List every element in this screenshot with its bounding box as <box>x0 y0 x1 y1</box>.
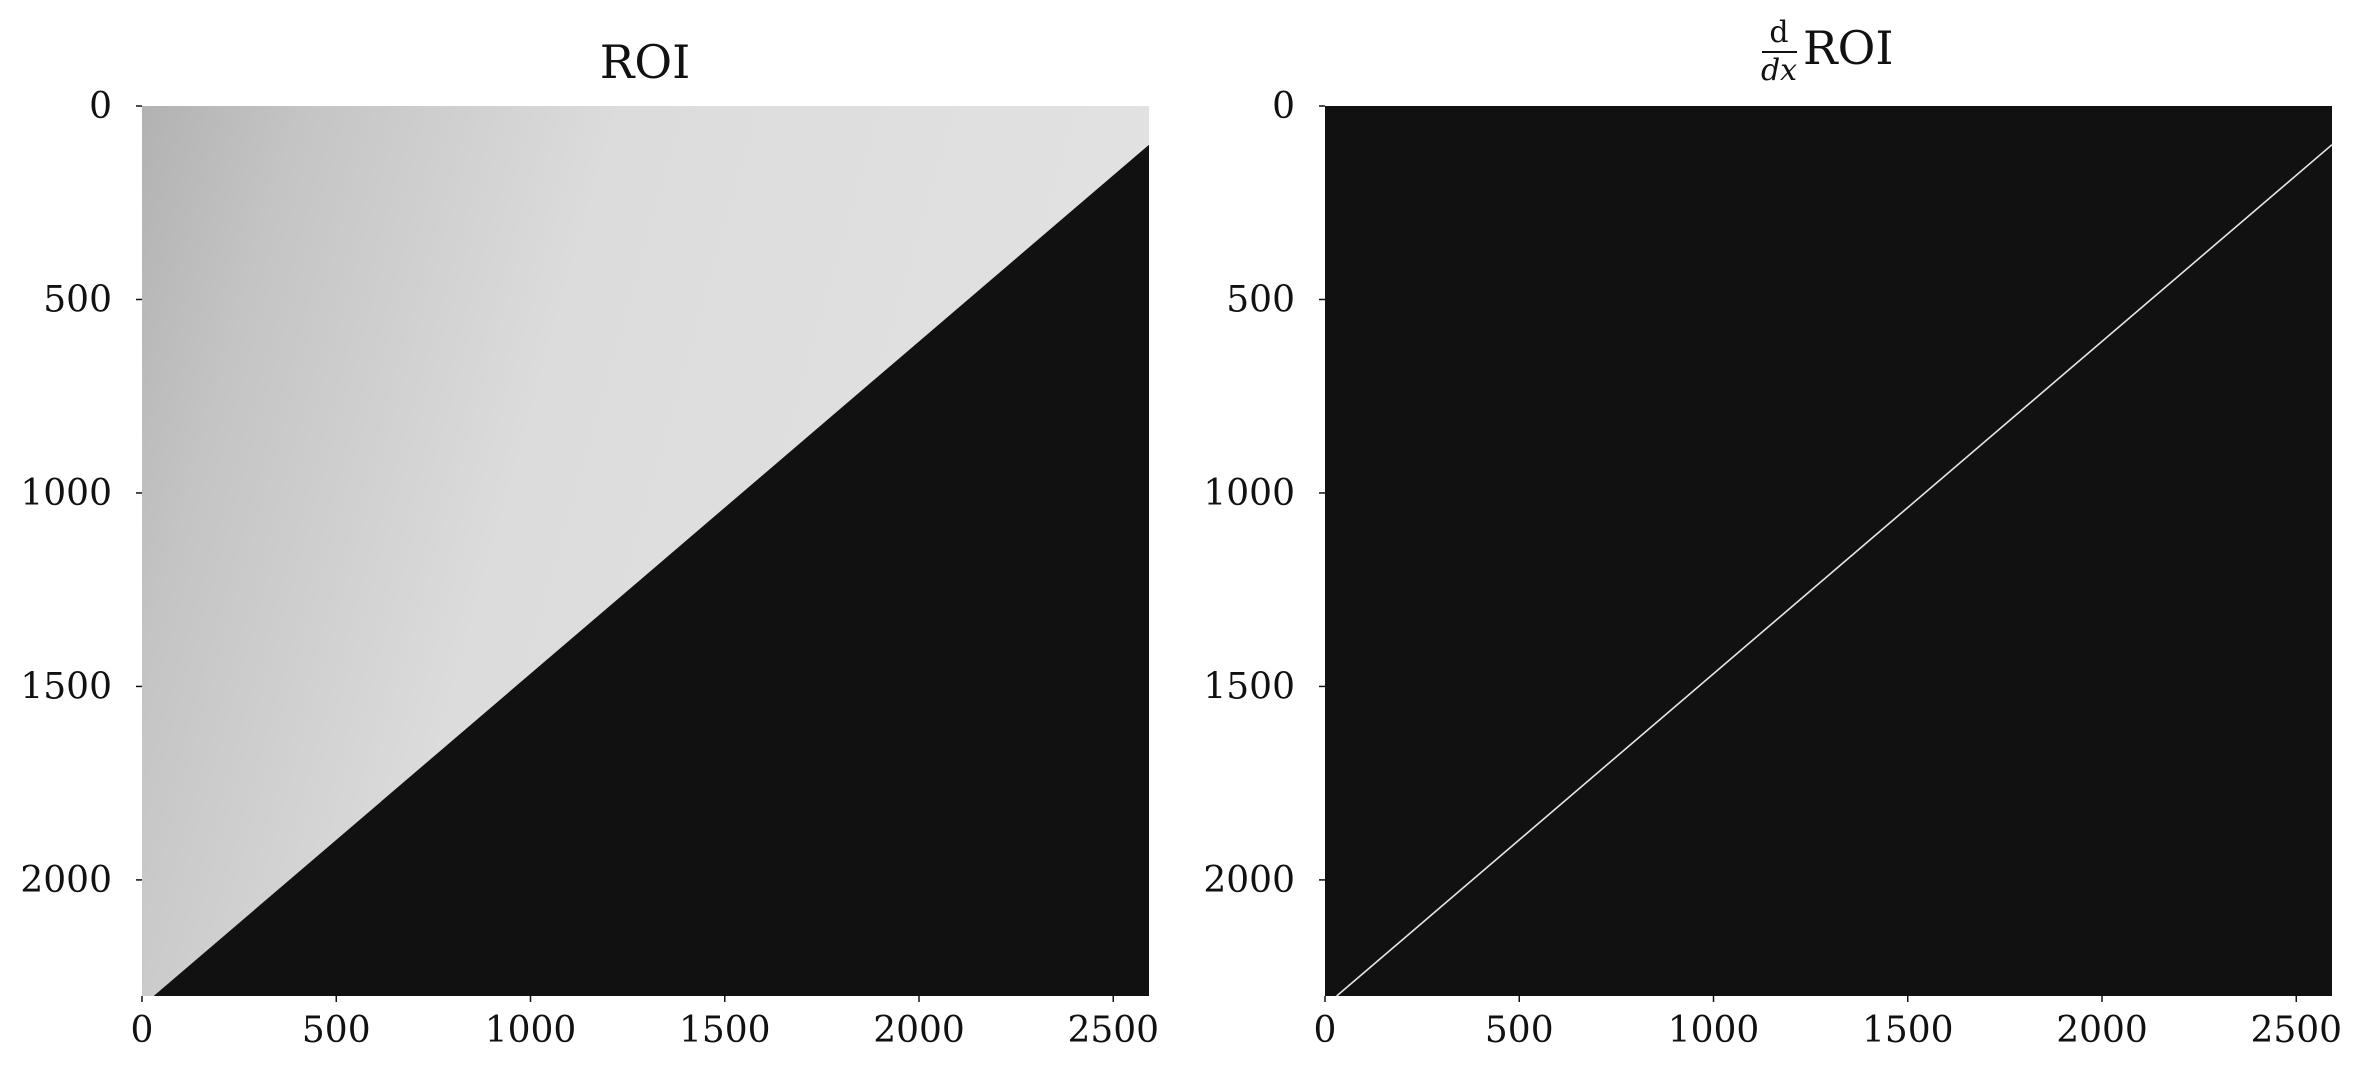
derivative-roi-y-tick-label: 500 <box>1226 279 1295 320</box>
roi-title: ROI <box>600 35 691 89</box>
derivative-suffix: ROI <box>1803 21 1894 75</box>
roi-x-tick-label: 0 <box>131 1010 154 1051</box>
roi-y-tick-label: 500 <box>43 279 112 320</box>
roi-x-tick-label: 1000 <box>485 1010 577 1051</box>
derivative-roi-y-tick-label: 0 <box>1272 86 1295 127</box>
derivative-edge-line <box>1336 144 2333 997</box>
roi-x-axis: 0 500 1000 1500 2000 2500 <box>131 996 1159 1051</box>
roi-bright-region <box>142 106 1149 996</box>
derivative-roi-x-tick-label: 0 <box>1314 1010 1337 1051</box>
derivative-roi-y-tick-label: 1500 <box>1203 666 1295 707</box>
roi-x-tick-label: 1500 <box>679 1010 771 1051</box>
derivative-roi-panel: d dx ROI 0 500 1000 1500 2000 2500 0 500 1000 15… <box>1203 15 2342 1051</box>
roi-y-tick-label: 1000 <box>20 473 112 514</box>
roi-y-axis: 0 500 1000 1500 2000 <box>20 86 142 901</box>
roi-x-tick-label: 2500 <box>1067 1010 1159 1051</box>
roi-x-tick-label: 500 <box>302 1010 371 1051</box>
derivative-roi-y-tick-label: 1000 <box>1203 473 1295 514</box>
roi-panel: ROI 0 500 1000 1500 2000 2500 0 500 1000 1500 200… <box>20 35 1159 1051</box>
roi-dark-region <box>153 144 1149 996</box>
derivative-roi-x-axis: 0 500 1000 1500 2000 2500 <box>1314 996 2342 1051</box>
derivative-roi-image <box>1325 106 2333 997</box>
roi-x-tick-label: 2000 <box>873 1010 965 1051</box>
roi-y-tick-label: 0 <box>89 86 112 127</box>
derivative-roi-title: d dx ROI <box>1761 15 1894 88</box>
derivative-numerator: d <box>1769 15 1788 50</box>
derivative-roi-x-tick-label: 500 <box>1485 1010 1554 1051</box>
derivative-roi-x-tick-label: 1000 <box>1668 1010 1760 1051</box>
roi-image <box>142 106 1149 996</box>
derivative-roi-x-tick-label: 1500 <box>1862 1010 1954 1051</box>
roi-y-tick-label: 2000 <box>20 860 112 901</box>
derivative-denominator: dx <box>1761 53 1797 88</box>
derivative-roi-y-axis: 0 500 1000 1500 2000 <box>1203 86 1325 901</box>
derivative-background <box>1325 106 2332 996</box>
derivative-roi-y-tick-label: 2000 <box>1203 860 1295 901</box>
roi-y-tick-label: 1500 <box>20 666 112 707</box>
derivative-roi-x-tick-label: 2500 <box>2250 1010 2342 1051</box>
derivative-roi-x-tick-label: 2000 <box>2056 1010 2148 1051</box>
